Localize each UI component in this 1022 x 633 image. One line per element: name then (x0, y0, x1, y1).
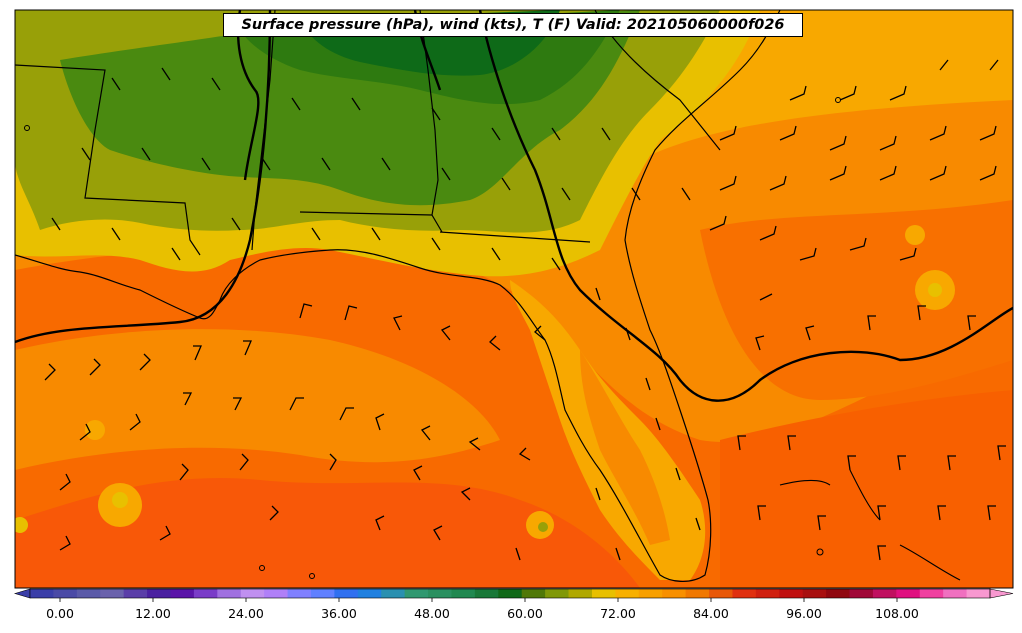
state-border-al-ga (419, 10, 443, 233)
colorbar-tick-label: 48.00 (414, 606, 450, 621)
colorbar-swatch (334, 589, 359, 598)
cell-1-core (112, 492, 128, 508)
gulf-hot-south (15, 478, 640, 588)
state-border-ms-la (15, 64, 201, 256)
colorbar-swatch (217, 589, 242, 598)
cell-2-core (538, 522, 548, 532)
colorbar-frame (29, 588, 991, 599)
state-border-fl-ga (439, 231, 591, 243)
colorbar-swatch (662, 589, 687, 598)
colorbar-tick-label: 36.00 (321, 606, 357, 621)
colorbar-tick-label: 24.00 (228, 606, 264, 621)
colorbar-swatch (100, 589, 125, 598)
cell-6 (905, 225, 925, 245)
colorbar-tick-label: 60.00 (507, 606, 543, 621)
colorbar-swatch (287, 589, 312, 598)
colorbar-swatch (545, 589, 570, 598)
colorbar-swatch (474, 589, 499, 598)
bahamas-outline (779, 469, 961, 581)
colorbar-extend-left (13, 588, 31, 599)
colorbar-swatch (943, 589, 968, 598)
gulf-lighter-patch (15, 329, 500, 470)
small-island-2 (835, 97, 841, 103)
colorbar-swatch (357, 589, 382, 598)
florida-inner (580, 350, 670, 545)
isobar-1 (15, 10, 272, 344)
colorbar-swatch (76, 589, 101, 598)
colorbar-swatch (732, 589, 757, 598)
colorbar-swatch (896, 589, 921, 598)
colorbar-swatch (264, 589, 289, 598)
state-border-fl-al (299, 211, 433, 216)
atlantic-south-hot (720, 390, 1013, 588)
colorbar-tick-label: 96.00 (786, 606, 822, 621)
map-title: Surface pressure (hPa), wind (kts), T (F… (223, 13, 803, 37)
colorbar-swatch (123, 589, 148, 598)
cell-4 (15, 517, 28, 533)
colorbar-swatch (404, 589, 429, 598)
colorbar-extend-right (989, 588, 1014, 599)
small-island-4 (259, 565, 265, 571)
wind-barbs (44, 59, 1006, 561)
coastline (15, 10, 781, 582)
colorbar-swatch (685, 589, 710, 598)
colorbar-swatch (498, 589, 523, 598)
isobar-3 (478, 10, 1013, 402)
colorbar-tick-label: 108.00 (875, 606, 919, 621)
colorbar-swatch (615, 589, 640, 598)
colorbar-swatch (966, 589, 991, 598)
colorbar-swatch (919, 589, 944, 598)
small-island-5 (309, 573, 315, 579)
colorbar-swatch (240, 589, 265, 598)
colorbar-tick-label: 0.00 (46, 606, 74, 621)
cell-3-core (928, 283, 942, 297)
colorbar-swatch (170, 589, 195, 598)
colorbar-swatch (638, 589, 663, 598)
small-island-3 (24, 125, 30, 131)
colorbar-tick-label: 84.00 (693, 606, 729, 621)
atlantic-hot (700, 200, 1013, 400)
colorbar (13, 588, 1014, 602)
colorbar-swatch (310, 589, 335, 598)
colorbar-swatch (147, 589, 171, 598)
colorbar-swatch (802, 589, 827, 598)
colorbar-swatch (591, 589, 616, 598)
colorbar-swatch (568, 589, 593, 598)
colorbar-swatch (193, 589, 218, 598)
colorbar-swatch (381, 589, 406, 598)
colorbar-swatch (755, 589, 780, 598)
colorbar-swatch (779, 589, 804, 598)
map-area (15, 10, 1013, 588)
colorbar-tick-label: 12.00 (135, 606, 171, 621)
cell-5 (85, 420, 105, 440)
colorbar-swatch (30, 589, 54, 598)
colorbar-tick-label: 72.00 (600, 606, 636, 621)
colorbar-swatch (428, 589, 452, 598)
colorbar-swatch (872, 589, 897, 598)
colorbar-swatch (826, 589, 851, 598)
colorbar-swatch (451, 589, 476, 598)
colorbar-swatch (521, 589, 546, 598)
colorbar-swatch (709, 589, 733, 598)
map-frame (14, 9, 1014, 589)
small-island-1 (816, 548, 824, 556)
colorbar-swatch (53, 589, 78, 598)
colorbar-swatch (849, 589, 874, 598)
